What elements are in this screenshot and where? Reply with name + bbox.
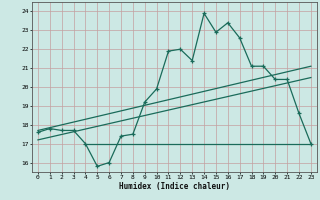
- X-axis label: Humidex (Indice chaleur): Humidex (Indice chaleur): [119, 182, 230, 191]
